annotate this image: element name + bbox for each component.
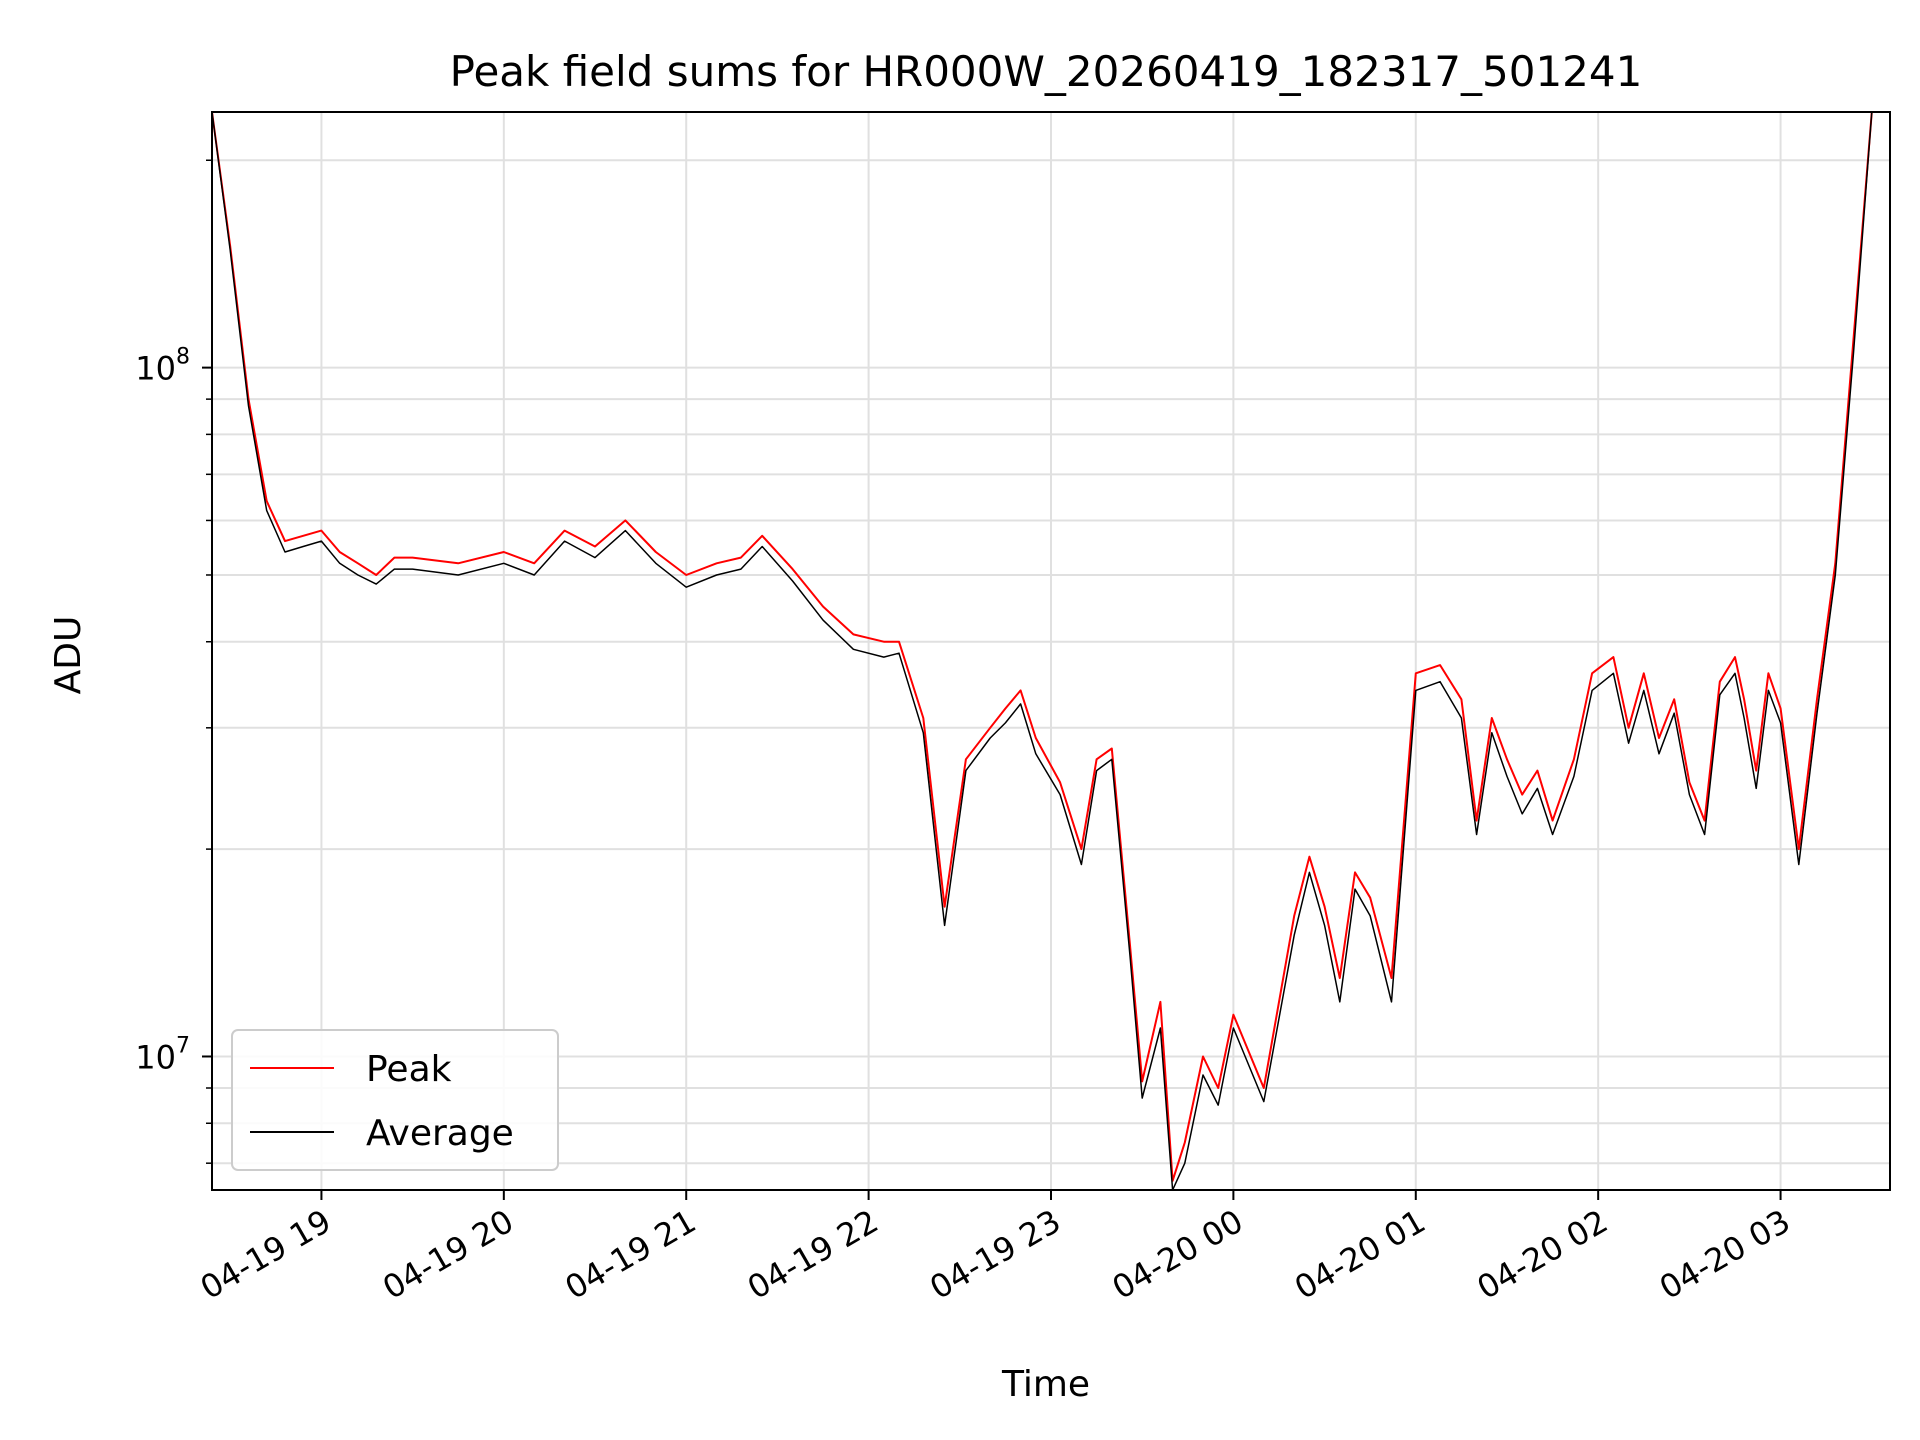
series-layer xyxy=(212,112,1873,1190)
y-tick-label: 108 xyxy=(135,345,190,388)
chart-title: Peak field sums for HR000W_20260419_1823… xyxy=(450,47,1643,96)
y-tick-label-exponent: 8 xyxy=(176,345,190,370)
y-axis-label: ADU xyxy=(48,616,89,695)
series-line-peak xyxy=(212,112,1873,1182)
y-tick-label-base: 10 xyxy=(135,350,176,388)
legend-label-average: Average xyxy=(366,1113,514,1154)
legend-label-peak: Peak xyxy=(366,1049,452,1090)
legend: Peak Average xyxy=(231,1029,559,1171)
grid xyxy=(212,112,1890,1190)
y-tick-label: 107 xyxy=(135,1033,190,1076)
y-tick-label-exponent: 7 xyxy=(176,1033,190,1058)
legend-box xyxy=(231,1029,559,1171)
series-line-average xyxy=(212,112,1873,1190)
x-axis-label: Time xyxy=(1001,1364,1090,1405)
y-tick-label-base: 10 xyxy=(135,1038,176,1076)
